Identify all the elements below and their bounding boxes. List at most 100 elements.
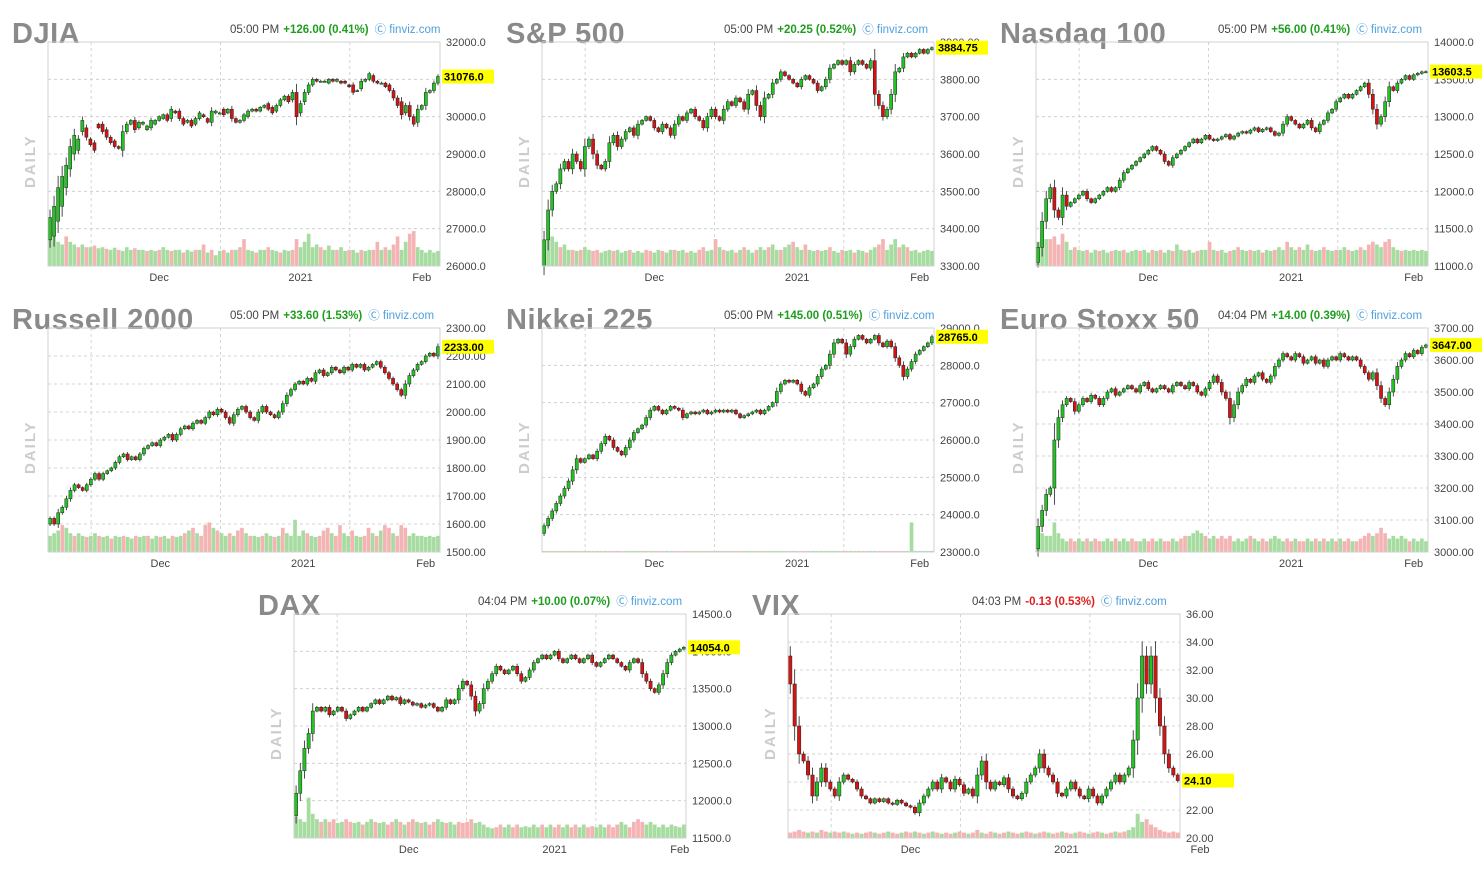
candle-body [56,512,61,525]
candle [1121,170,1126,183]
candle [1056,409,1061,448]
volume-bar [1346,538,1351,552]
candle-body [1297,123,1302,129]
last-price-tag: 3647.00 [1430,337,1482,352]
candle-body [498,666,503,671]
candle [181,116,186,127]
finviz-link[interactable]: finviz.com [876,24,929,36]
quote-time: 05:00 PM [230,310,280,322]
candle-body [801,753,806,762]
volume-bar [1297,247,1302,266]
candle-body [689,108,693,114]
candle-body [436,346,440,357]
candle-body [962,784,966,794]
candle-body [611,135,616,144]
candle-body [901,56,906,69]
chart-panel[interactable]: Euro Stoxx 50 04:04 PM +14.00 (0.39%) Ⓒ fin… [1000,302,1484,590]
candle [1153,641,1158,713]
candle-body [415,108,420,123]
candle [1081,189,1085,197]
chart-panel[interactable]: S&P 500 05:00 PM +20.25 (0.52%) Ⓒ finviz.co… [506,16,994,304]
finviz-link[interactable]: finviz.com [382,310,435,322]
candle [60,505,65,515]
candle [1424,343,1428,349]
candle [1135,683,1140,755]
candle [1301,354,1306,366]
candle [96,122,101,130]
finviz-link[interactable]: finviz.com [1115,596,1167,608]
candlestick-chart: 32000.031000.030000.029000.028000.027000… [47,37,494,284]
volume-bar [494,827,499,838]
finviz-link[interactable]: finviz.com [883,310,935,322]
chart-panel[interactable]: Nasdaq 100 05:00 PM +56.00 (0.41%) Ⓒ finviz… [1000,16,1484,304]
x-tick-label: Feb [910,272,929,284]
candle [373,698,378,705]
candle-body [1215,375,1220,383]
chart-panel[interactable]: VIX 04:03 PM -0.13 (0.53%) Ⓒ finviz.com DAIL… [752,588,1240,876]
candle [623,444,628,458]
candle-body [1158,150,1163,155]
candle-body [1089,198,1093,203]
chart-panel[interactable]: DAX 04:04 PM +10.00 (0.07%) Ⓒ finviz.com DAI… [258,588,746,876]
candle-body [832,788,837,797]
candle [636,427,640,434]
candle [1297,122,1302,130]
candle-body [48,518,52,525]
chart-panel[interactable]: Russell 2000 05:00 PM +33.60 (1.53%) Ⓒ finv… [12,302,500,590]
volume-bar [1411,249,1416,266]
candle [72,482,77,493]
candle [329,365,334,375]
y-tick-label: 3700.00 [1434,323,1474,335]
volume-bar [1203,535,1208,552]
volume-bar [799,550,804,552]
candlestick-chart: 3700.003600.003500.003400.003300.003200.… [1035,323,1482,570]
y-tick-label: 1600.00 [446,519,486,531]
chart-panel[interactable]: Nikkei 225 05:00 PM +145.00 (0.51%) Ⓒ finvi… [506,302,994,590]
candle-body [142,448,146,455]
candle [138,452,142,462]
candle-body [1134,388,1138,393]
volume-bar [481,824,486,838]
candle-body [636,658,640,663]
candle [855,779,859,792]
finviz-link[interactable]: finviz.com [630,596,683,608]
finviz-link[interactable]: finviz.com [389,24,441,36]
volume-bar [562,550,567,552]
candle-body [774,391,779,403]
chart-panel[interactable]: DJIA 05:00 PM +126.00 (0.41%) Ⓒ finviz.com D… [12,16,500,304]
candle-body [1350,94,1355,99]
plot-frame [787,613,1181,839]
candle-body [494,666,499,674]
volume-bar [1219,249,1224,266]
candle-body [1395,366,1400,380]
candle-body [1162,385,1167,390]
candle-body [656,406,661,411]
candle [1277,131,1281,137]
candle-body [407,105,412,117]
candle-body [823,365,828,370]
candle-body [1309,120,1314,129]
candle-body [113,462,118,469]
finviz-link[interactable]: finviz.com [1370,24,1423,36]
volume-bar [770,550,775,552]
volume-bar [648,821,653,838]
candle [116,145,121,150]
volume-bar [323,819,328,838]
volume-bar [327,821,332,838]
candle [1015,794,1020,801]
finviz-link[interactable]: finviz.com [1370,310,1423,322]
volume-bar [125,536,130,552]
candle-body [709,108,714,117]
candle [427,351,432,358]
candle [1113,772,1118,785]
candle-body [1207,135,1212,140]
candle-body [611,654,615,660]
candle-body [170,434,175,441]
volume-bar [1330,538,1334,552]
volume-bar [1146,252,1151,266]
candle-body [149,120,153,129]
y-tick-label: 12000.0 [692,796,732,808]
candle [652,117,657,131]
volume-bar [550,236,555,266]
volume-bar [1131,827,1136,838]
